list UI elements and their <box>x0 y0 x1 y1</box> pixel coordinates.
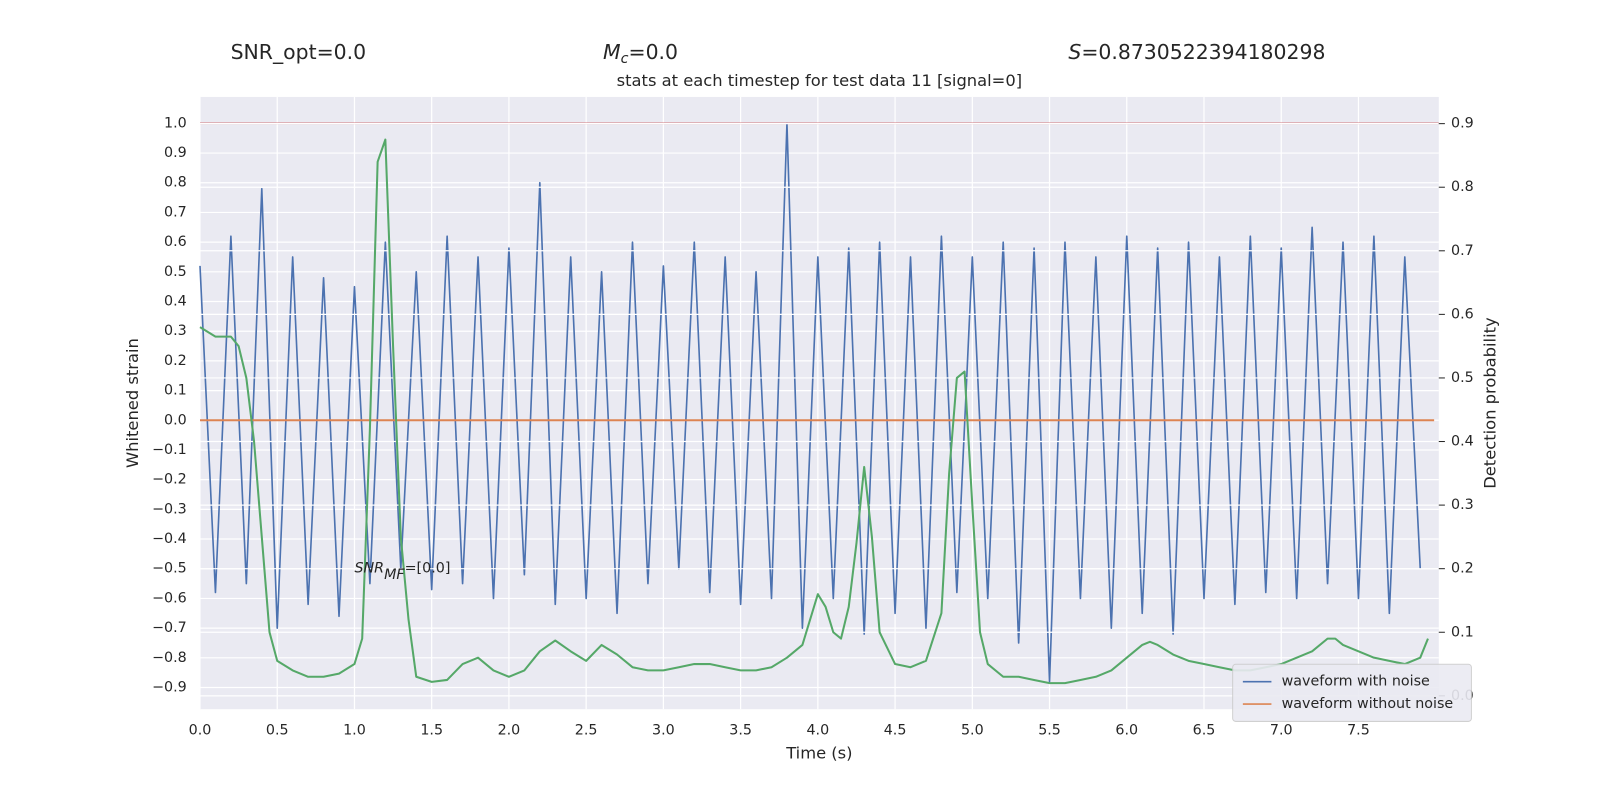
legend-box <box>1232 663 1472 722</box>
y-tick-label: 0.2 <box>164 353 187 369</box>
y-axis-label: Whitened strain <box>123 338 142 468</box>
chart-title: stats at each timestep for test data 11 … <box>617 71 1022 90</box>
x-tick-label: 4.0 <box>806 723 829 739</box>
x-tick-label: 3.0 <box>652 723 675 739</box>
y-tick-label: −0.4 <box>152 531 187 547</box>
annotation-text: =0.8730522394180298 <box>1081 40 1325 64</box>
y2-tick-label: 0.8 <box>1451 179 1474 195</box>
legend-label: waveform with noise <box>1282 674 1430 690</box>
symbol: S <box>1068 40 1081 64</box>
y-tick-label: −0.8 <box>152 650 187 666</box>
y2-tick-label: 0.2 <box>1451 561 1474 577</box>
symbol: SNR <box>354 561 384 577</box>
y-tick-label: −0.7 <box>152 620 187 636</box>
x-tick-label: 2.5 <box>575 723 598 739</box>
y-tick-label: 0.9 <box>164 145 187 161</box>
y2-axis-label: Detection probability <box>1480 317 1499 489</box>
y-tick-label: 0.0 <box>164 412 187 428</box>
y-tick-label: −0.9 <box>152 680 187 696</box>
y-tick-label: 0.3 <box>164 323 187 339</box>
y-tick-label: 1.0 <box>164 115 187 131</box>
x-tick-label: 1.5 <box>420 723 443 739</box>
header-annotation: S=0.8730522394180298 <box>1068 40 1325 64</box>
y-tick-label: −0.2 <box>152 472 187 488</box>
x-tick-label: 0.5 <box>266 723 289 739</box>
x-tick-label: 5.5 <box>1038 723 1061 739</box>
x-tick-label: 0.0 <box>189 723 212 739</box>
y-tick-label: 0.7 <box>164 204 187 220</box>
y2-tick-label: 0.4 <box>1451 434 1474 450</box>
annotation-text: =[0.0] <box>405 561 451 577</box>
x-tick-label: 4.5 <box>884 723 907 739</box>
y-tick-label: 0.5 <box>164 264 187 280</box>
y2-tick-label: 0.1 <box>1451 624 1474 640</box>
header-annotation: SNR_opt=0.0 <box>231 40 367 65</box>
y-tick-label: 0.8 <box>164 175 187 191</box>
x-tick-label: 5.0 <box>961 723 984 739</box>
y-tick-label: −0.6 <box>152 590 187 606</box>
y-tick-label: 0.6 <box>164 234 187 250</box>
y-tick-label: −0.3 <box>152 501 187 517</box>
subscript: MF <box>384 567 405 583</box>
x-tick-label: 7.5 <box>1347 723 1370 739</box>
legend-label: waveform without noise <box>1282 696 1454 712</box>
symbol: M <box>603 40 621 64</box>
y-tick-label: −0.5 <box>152 561 187 577</box>
x-tick-label: 7.0 <box>1270 723 1293 739</box>
x-tick-label: 6.5 <box>1193 723 1216 739</box>
y2-tick-label: 0.5 <box>1451 370 1474 386</box>
x-tick-label: 1.0 <box>343 723 366 739</box>
y-tick-label: 0.4 <box>164 294 187 310</box>
x-tick-label: 3.5 <box>729 723 752 739</box>
y2-tick-label: 0.7 <box>1451 243 1474 259</box>
series-line <box>199 138 1429 685</box>
header-annotation: Mc=0.0 <box>603 40 678 67</box>
annotation-text: =0.0 <box>628 40 678 64</box>
y2-tick-label: 0.3 <box>1451 497 1474 513</box>
subscript: c <box>621 51 629 67</box>
y-tick-label: 0.1 <box>164 383 187 399</box>
x-tick-label: 2.0 <box>498 723 521 739</box>
x-axis-label: Time (s) <box>785 744 852 763</box>
annotation: SNRMF=[0.0] <box>354 561 450 583</box>
x-tick-label: 6.0 <box>1115 723 1138 739</box>
plot-area <box>200 96 1439 710</box>
y2-tick-label: 0.9 <box>1451 116 1474 132</box>
y2-tick-label: 0.6 <box>1451 306 1474 322</box>
y-tick-label: −0.1 <box>152 442 187 458</box>
